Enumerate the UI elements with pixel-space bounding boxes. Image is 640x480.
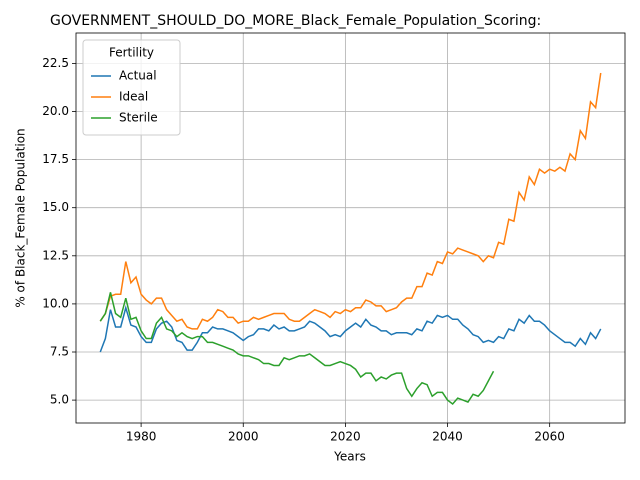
x-tick-label: 2000 bbox=[228, 430, 259, 444]
chart-title: GOVERNMENT_SHOULD_DO_MORE_Black_Female_P… bbox=[50, 13, 541, 29]
y-tick-label: 5.0 bbox=[50, 393, 69, 407]
y-tick-label: 17.5 bbox=[42, 152, 69, 166]
plot-frame bbox=[75, 32, 626, 424]
y-tick-label: 10.0 bbox=[42, 296, 69, 310]
series-line bbox=[99, 72, 602, 330]
x-tick-label: 2020 bbox=[330, 430, 361, 444]
y-tick-label: 20.0 bbox=[42, 104, 69, 118]
x-tick-label: 2060 bbox=[534, 430, 565, 444]
y-tick-label: 15.0 bbox=[42, 200, 69, 214]
legend-label: Actual bbox=[119, 69, 157, 83]
y-tick-label: 22.5 bbox=[42, 56, 69, 70]
x-axis-label: Years bbox=[333, 450, 366, 464]
legend-title: Fertility bbox=[109, 46, 154, 60]
series-line bbox=[99, 292, 495, 405]
y-tick-label: 12.5 bbox=[42, 248, 69, 262]
legend-box bbox=[82, 39, 181, 136]
x-tick-label: 1980 bbox=[126, 430, 157, 444]
legend-label: Ideal bbox=[119, 90, 148, 104]
legend-label: Sterile bbox=[119, 111, 158, 125]
x-tick-label: 2040 bbox=[432, 430, 463, 444]
y-axis-label: % of Black_Female Population bbox=[14, 128, 28, 307]
series-line bbox=[99, 304, 602, 353]
y-tick-label: 7.5 bbox=[50, 345, 69, 359]
legend: Fertility Actual Ideal Sterile bbox=[82, 39, 181, 136]
